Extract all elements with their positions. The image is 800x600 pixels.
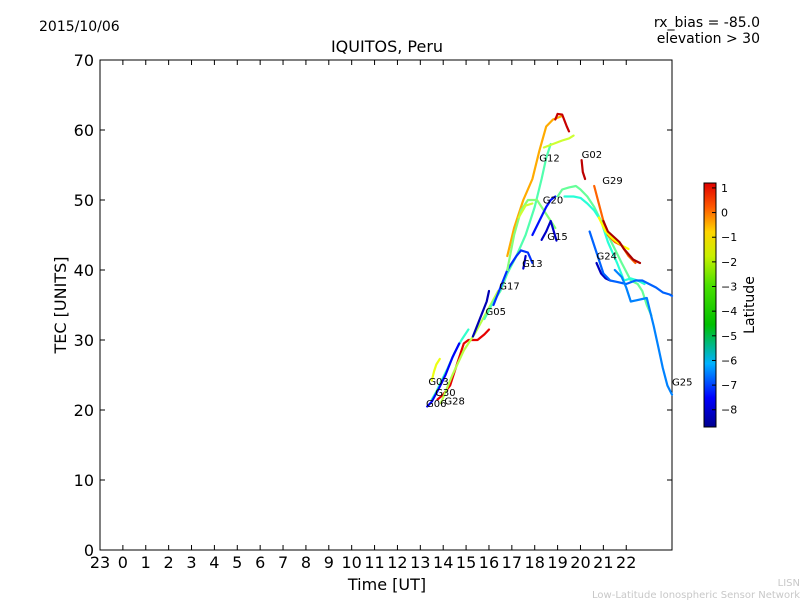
rx-bias-text: rx_bias = -85.0 [654, 15, 760, 31]
x-tick-label: 6 [255, 553, 265, 572]
label-g15: G15 [547, 232, 567, 243]
y-axis: 0 10 20 30 40 50 60 70 [74, 51, 672, 560]
x-tick-label: 21 [593, 553, 613, 572]
x-tick-label: 2 [164, 553, 174, 572]
footer-lisn: LISN [778, 578, 800, 589]
y-axis-label: TEC [UNITS] [51, 257, 70, 355]
series-g15 [531, 195, 557, 237]
x-tick-label: 9 [324, 553, 334, 572]
colorbar-tick-label: −2 [721, 256, 737, 269]
colorbar-tick-label: −4 [721, 305, 737, 318]
colorbar-tick-label: −8 [721, 404, 737, 417]
x-tick-label: 18 [525, 553, 545, 572]
elevation-text: elevation > 30 [657, 31, 760, 47]
label-g12: G12 [539, 154, 559, 165]
label-g30: G30 [435, 388, 455, 399]
x-axis: 23 0 1 2 3 4 5 6 7 8 9 10 11 12 13 14 15 16 17 18 19 20 21 22 [90, 60, 636, 572]
x-tick-label: 5 [232, 553, 242, 572]
plot-area [99, 59, 673, 551]
x-tick-label: 22 [616, 553, 636, 572]
series-g05b [471, 289, 491, 338]
label-g03: G03 [428, 377, 448, 388]
series-g25 [613, 268, 674, 396]
y-tick-label: 10 [74, 471, 94, 490]
label-g28: G28 [444, 396, 464, 407]
series-g05 [439, 289, 500, 405]
x-tick-label: 13 [410, 553, 430, 572]
x-tick-label: 14 [433, 553, 453, 572]
y-tick-label: 40 [74, 261, 94, 280]
y-tick-label: 60 [74, 121, 94, 140]
x-tick-label: 3 [186, 553, 196, 572]
series-g12c [554, 112, 571, 133]
series-g06 [426, 342, 461, 408]
x-tick-label: 23 [90, 553, 110, 572]
colorbar-ticks: 1 0 −1 −2 −3 −4 −5 −6 −7 −8 [712, 182, 737, 417]
x-tick-label: 10 [342, 553, 362, 572]
series-g13b [522, 254, 527, 270]
series-g15b [540, 219, 558, 242]
y-tick-label: 20 [74, 401, 94, 420]
y-tick-label: 70 [74, 51, 94, 70]
series-g12b [542, 134, 575, 149]
colorbar-tick-label: −1 [721, 231, 737, 244]
series-g20b [517, 202, 534, 219]
series-g12 [506, 114, 564, 258]
x-tick-label: 1 [141, 553, 151, 572]
series-g29c [602, 219, 642, 265]
x-tick-label: 11 [364, 553, 384, 572]
colorbar-tick-label: −5 [721, 330, 737, 343]
x-tick-label: 12 [387, 553, 407, 572]
x-tick-label: 15 [456, 553, 476, 572]
colorbar [703, 182, 717, 428]
series-g03 [430, 357, 441, 382]
x-tick-label: 0 [118, 553, 128, 572]
series-g13 [492, 249, 534, 307]
colorbar-tick-label: −6 [721, 354, 737, 367]
x-tick-label: 7 [278, 553, 288, 572]
series-g29b [597, 216, 630, 251]
series-g20 [506, 198, 557, 272]
x-tick-label: 20 [570, 553, 590, 572]
data-series [426, 112, 674, 408]
label-g02: G02 [582, 150, 602, 161]
label-g13: G13 [522, 259, 542, 270]
y-tick-label: 50 [74, 191, 94, 210]
colorbar-tick-label: 0 [721, 207, 728, 220]
x-tick-label: 19 [547, 553, 567, 572]
series-g02c [580, 159, 587, 181]
label-g24: G24 [596, 252, 616, 263]
footer-network: Low-Latitude Ionospheric Sensor Network [592, 590, 800, 600]
label-g25: G25 [672, 378, 692, 389]
y-tick-label: 0 [84, 541, 94, 560]
x-tick-label: 16 [479, 553, 499, 572]
label-g20: G20 [543, 196, 563, 207]
label-g29: G29 [602, 176, 622, 187]
colorbar-label: Latitude [742, 276, 758, 334]
colorbar-tick-label: −3 [721, 281, 737, 294]
label-g06: G06 [426, 399, 446, 410]
date-text: 2015/10/06 [39, 19, 120, 35]
y-tick-label: 30 [74, 331, 94, 350]
x-tick-label: 4 [209, 553, 219, 572]
x-axis-label: Time [UT] [347, 575, 426, 594]
label-g17: G17 [499, 282, 519, 293]
x-tick-label: 8 [301, 553, 311, 572]
colorbar-tick-label: −7 [721, 379, 737, 392]
chart-title: IQUITOS, Peru [331, 37, 443, 56]
x-tick-label: 17 [502, 553, 522, 572]
label-g05: G05 [486, 307, 506, 318]
colorbar-tick-label: 1 [721, 182, 728, 195]
series-g24b [588, 230, 674, 297]
